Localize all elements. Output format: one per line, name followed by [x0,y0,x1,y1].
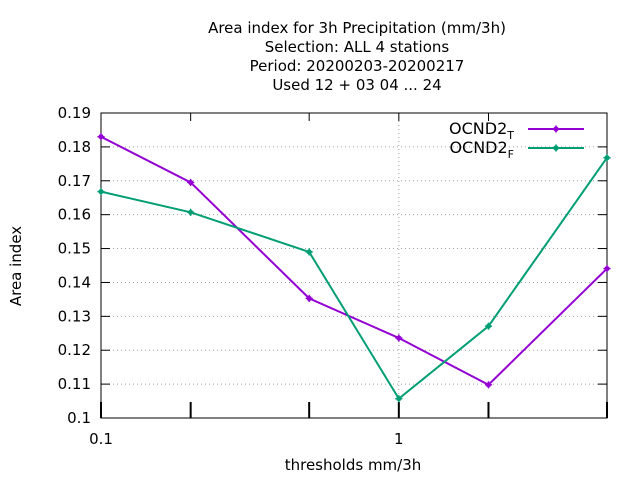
data-point [395,334,403,342]
series-t [97,133,611,389]
data-point [552,144,560,152]
legend-name: OCND2 [449,138,507,157]
y-tick-label: 0.17 [58,172,91,190]
y-axis-label: Area index [7,226,25,306]
y-tick-label: 0.19 [58,104,91,122]
legend-subscript: T [506,129,514,142]
data-point [552,125,560,133]
series [97,133,611,403]
title-line-3: Period: 20200203-20200217 [250,57,465,75]
x-tick-label: 1 [394,430,404,448]
data-point [484,322,493,330]
legend-label: OCND2T [449,119,514,142]
series-line [100,157,608,401]
data-point [484,381,493,389]
legend-label: OCND2F [449,138,514,161]
y-tick-label: 0.14 [58,273,91,291]
data-point [305,294,313,302]
title-line-2: Selection: ALL 4 stations [265,38,450,56]
y-tick-label: 0.12 [58,341,91,359]
data-point [97,188,105,196]
y-tick-label: 0.1 [67,409,91,427]
title-line-4: Used 12 + 03 04 ... 24 [272,76,441,94]
data-point [97,133,105,141]
data-point [603,264,611,273]
y-tick-label: 0.11 [58,375,91,393]
data-point [395,395,403,403]
y-tick-label: 0.15 [58,240,91,258]
legend-entry: OCND2T [449,119,584,142]
y-tick-label: 0.18 [58,138,91,156]
series-f [97,154,611,403]
legend-entry: OCND2F [449,138,584,161]
data-point [187,208,195,216]
chart-title: Area index for 3h Precipitation (mm/3h) … [208,19,506,94]
legend-name: OCND2 [449,119,507,138]
data-point [603,154,611,162]
legend-subscript: F [508,148,514,161]
y-tick-label: 0.13 [58,307,91,325]
y-tick-label: 0.16 [58,206,91,224]
data-point [187,178,195,187]
x-axis-label: thresholds mm/3h [285,456,422,474]
x-tick-label: 0.1 [89,430,113,448]
title-line-1: Area index for 3h Precipitation (mm/3h) [208,19,506,37]
tick-labels: 0.10.110.120.130.140.150.160.170.180.190… [58,104,404,448]
data-point [305,248,313,256]
series-line [100,135,608,387]
